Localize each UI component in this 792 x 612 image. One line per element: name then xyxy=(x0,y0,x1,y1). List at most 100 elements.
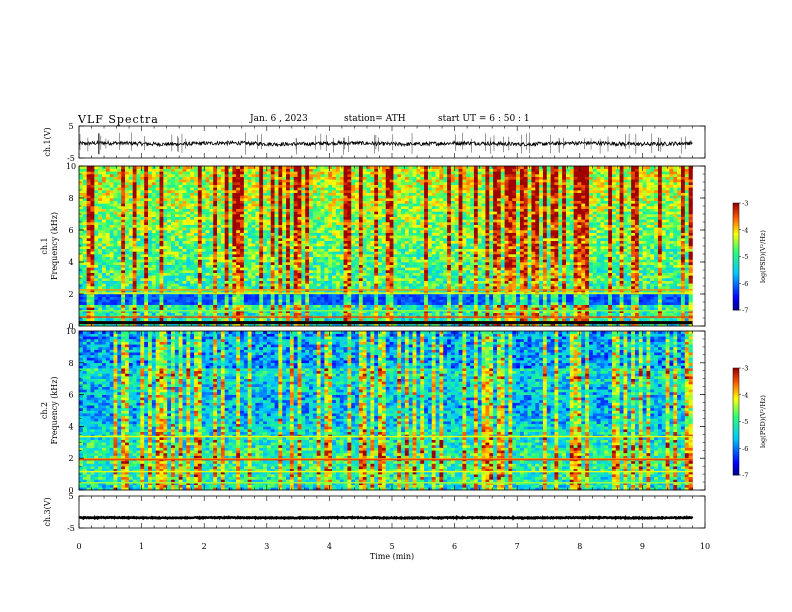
spectrogram-cell xyxy=(286,286,291,289)
spectrogram-cell xyxy=(677,275,682,279)
spectrogram-cell xyxy=(447,254,452,257)
spectrogram-cell xyxy=(481,248,486,252)
spectrogram-cell xyxy=(194,312,199,316)
spectrogram-cell xyxy=(604,318,609,321)
spectrogram-cell xyxy=(592,270,597,273)
spectrogram-cell xyxy=(289,296,295,300)
spectrogram-cell xyxy=(297,286,302,289)
spectrogram-cell xyxy=(255,272,260,276)
spectrogram-cell xyxy=(293,299,298,303)
spectrogram-cell xyxy=(312,318,318,321)
spectrogram-cell xyxy=(121,248,126,252)
spectrogram-cell xyxy=(592,256,597,260)
spectrogram-cell xyxy=(228,280,233,284)
spectrogram-cell xyxy=(320,307,325,311)
spectrogram-cell xyxy=(355,254,360,257)
spectrogram-cell xyxy=(550,248,555,252)
spectrogram-cell xyxy=(98,264,103,268)
spectrogram-cell xyxy=(435,286,440,289)
spectrogram-cell xyxy=(312,270,318,273)
spectrogram-cell xyxy=(650,270,655,273)
spectrogram-cell xyxy=(263,318,268,321)
spectrogram-cell xyxy=(351,299,356,303)
spectrogram-cell xyxy=(320,312,325,316)
spectrogram-cell xyxy=(90,254,95,257)
spectrogram-cell xyxy=(569,294,574,297)
spectrogram-cell xyxy=(243,248,248,252)
spectrogram-cell xyxy=(190,323,195,327)
spectrogram-cell xyxy=(420,304,425,308)
spectrogram-cell xyxy=(550,251,555,255)
spectrogram-cell xyxy=(661,270,666,273)
spectrogram-cell xyxy=(335,246,341,249)
spectrogram-cell xyxy=(489,248,494,252)
spectrogram-cell xyxy=(155,310,160,313)
spectrogram-cell xyxy=(638,283,643,287)
spectrogram-cell xyxy=(362,254,367,257)
spectrogram-cell xyxy=(466,283,471,287)
spectrogram-cell xyxy=(650,323,655,327)
spectrogram-cell xyxy=(627,248,632,252)
spectrogram-cell xyxy=(209,323,214,327)
spectrogram-cell xyxy=(443,272,448,276)
spectrogram-cell xyxy=(420,296,425,300)
spectrogram-cell xyxy=(274,299,279,303)
spectrogram-cell xyxy=(205,246,210,249)
spectrogram-cell xyxy=(508,254,513,257)
spectrogram-cell xyxy=(654,280,659,284)
spectrogram-cell xyxy=(312,256,318,260)
spectrogram-cell xyxy=(136,243,141,247)
spectrogram-cell xyxy=(397,251,402,255)
spectrogram-cell xyxy=(125,299,130,303)
spectrogram-cell xyxy=(105,318,110,321)
spectrogram-cell xyxy=(378,294,383,297)
spectrogram-cell xyxy=(431,312,436,316)
spectrogram-cell xyxy=(102,243,107,247)
spectrogram-cell xyxy=(654,270,659,273)
spectrogram-cell xyxy=(194,259,199,263)
spectrogram-cell xyxy=(677,283,682,287)
spectrogram-cell xyxy=(401,304,406,308)
spectrogram-cell xyxy=(98,243,103,247)
spectrogram-cell xyxy=(585,310,590,313)
spectrogram-cell xyxy=(151,307,156,311)
spectrogram-cell xyxy=(128,275,133,279)
spectrogram-cell xyxy=(125,262,130,265)
spectrogram-cell xyxy=(508,251,513,255)
spectrogram-cell xyxy=(485,275,490,279)
spectrogram-cell xyxy=(343,278,348,281)
spectrogram-cell xyxy=(466,286,471,289)
spectrogram-cell xyxy=(320,272,325,276)
spectrogram-cell xyxy=(366,246,371,249)
spectrogram-cell xyxy=(539,318,544,321)
spectrogram-cell xyxy=(688,251,693,255)
spectrogram-cell xyxy=(228,254,233,257)
spectrogram-cell xyxy=(608,307,613,311)
spectrogram-cell xyxy=(519,323,525,327)
spectrogram-cell xyxy=(550,312,555,316)
spectrogram-cell xyxy=(240,304,245,308)
spectrogram-cell xyxy=(385,286,390,289)
spectrogram-cell xyxy=(286,251,291,255)
spectrogram-cell xyxy=(182,294,187,297)
spectrogram-cell xyxy=(105,296,110,300)
spectrogram-cell xyxy=(121,283,126,287)
spectrogram-cell xyxy=(259,310,264,313)
spectrogram-cell xyxy=(109,248,114,252)
spectrogram-cell xyxy=(144,286,149,289)
spectrogram-cell xyxy=(98,304,103,308)
spectrogram-cell xyxy=(266,278,272,281)
spectrogram-cell xyxy=(117,299,122,303)
spectrogram-cell xyxy=(385,270,390,273)
spectrogram-cell xyxy=(94,246,99,249)
spectrogram-cell xyxy=(389,275,394,279)
spectrogram-cell xyxy=(542,248,548,252)
spectrogram-cell xyxy=(82,302,87,305)
spectrogram-cell xyxy=(343,318,348,321)
spectrogram-cell xyxy=(466,278,471,281)
spectrogram-cell xyxy=(642,296,647,300)
spectrogram-cell xyxy=(512,259,517,263)
spectrogram-cell xyxy=(447,267,452,271)
spectrogram-cell xyxy=(320,318,325,321)
spectrogram-cell xyxy=(255,294,260,297)
